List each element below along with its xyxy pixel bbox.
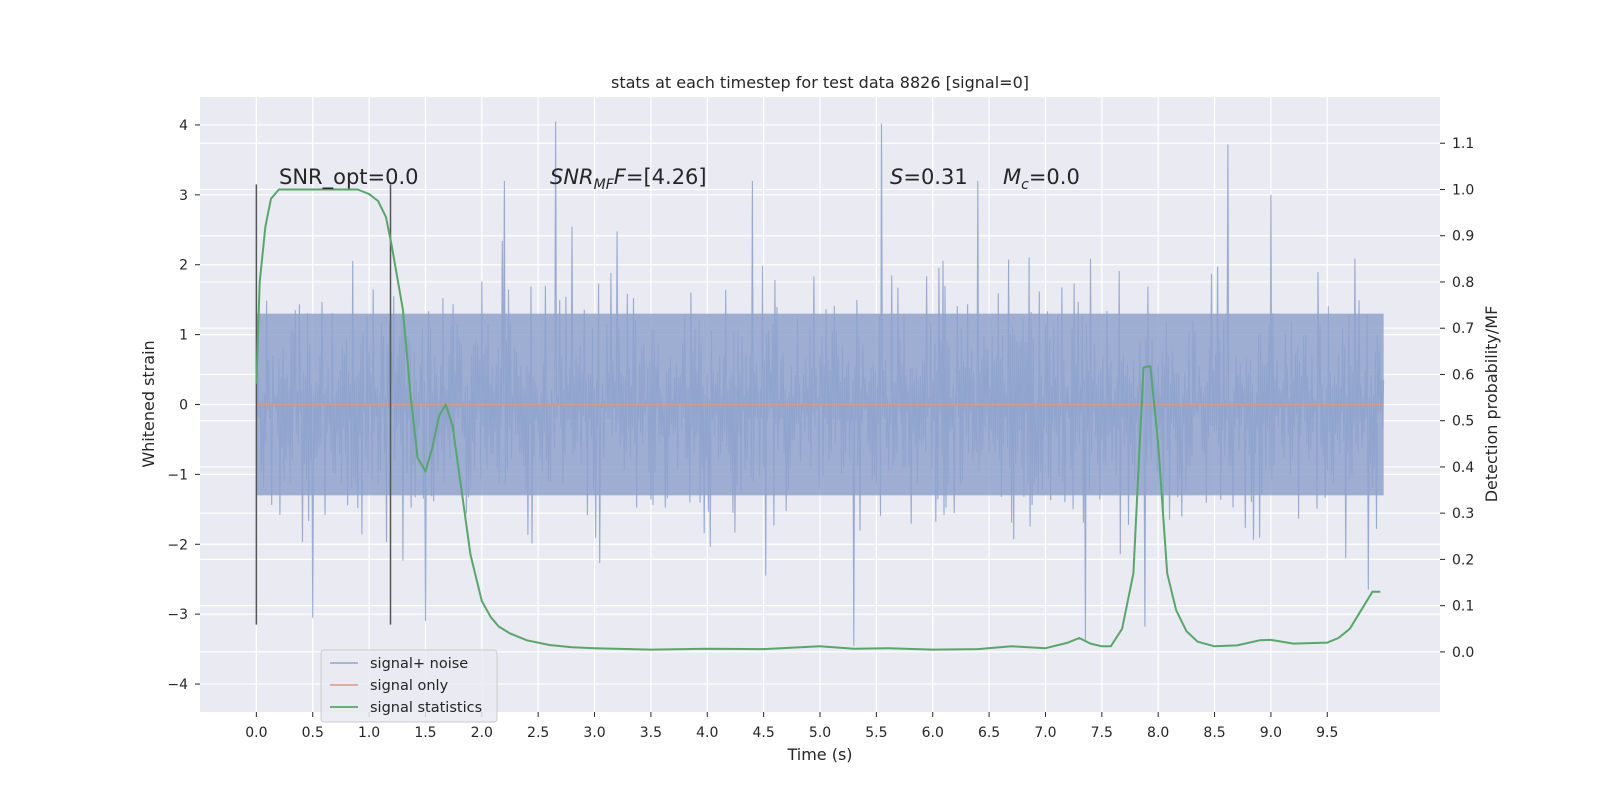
annotation-mc: Mc=0.0 — [1003, 165, 1080, 193]
x-tick-label: 4.0 — [696, 725, 718, 741]
signal-statistics-line — [255, 188, 1381, 651]
x-tick-label: 5.0 — [809, 725, 831, 741]
x-tick-label: 9.0 — [1260, 725, 1282, 741]
y2-tick-label: 1.1 — [1452, 136, 1474, 152]
y2-tick-label: 0.8 — [1452, 275, 1474, 291]
legend-label-signal-statistics: signal statistics — [370, 700, 482, 716]
y2-tick-label: 0.1 — [1452, 599, 1474, 615]
chart-title: stats at each timestep for test data 882… — [611, 73, 1029, 92]
x-tick-label: 7.0 — [1034, 725, 1056, 741]
y2-axis-ticks: 1.1 1.0 0.9 0.8 0.7 0.6 0.5 0.4 0.3 0.2 0.1 0.0 — [1440, 136, 1474, 661]
annotations: SNR_opt=0.0 SNRMFF=[4.26] S=0.31 Mc=0.0 — [279, 165, 1080, 193]
y-tick-label: −4 — [167, 677, 188, 693]
x-axis-label: Time (s) — [786, 745, 852, 764]
x-tick-label: 2.5 — [527, 725, 549, 741]
y2-tick-label: 0.6 — [1452, 367, 1474, 383]
y-tick-label: 4 — [179, 118, 188, 134]
y2-tick-label: 0.3 — [1452, 506, 1474, 522]
y2-tick-label: 0.5 — [1452, 414, 1474, 430]
y2-tick-label: 0.7 — [1452, 321, 1474, 337]
y-tick-label: −1 — [167, 467, 188, 483]
y2-axis-label: Detection probability/MF — [1482, 306, 1501, 503]
y-axis-ticks: 4 3 2 1 0 −1 −2 −3 −4 — [167, 118, 200, 693]
annotation-s: S=0.31 — [890, 165, 968, 189]
series-signal-statistics — [255, 188, 1381, 651]
legend-box — [320, 649, 498, 723]
y2-tick-label: 1.0 — [1452, 182, 1474, 198]
x-tick-label: 6.5 — [978, 725, 1000, 741]
x-tick-label: 3.5 — [640, 725, 662, 741]
y2-tick-label: 0.9 — [1452, 229, 1474, 245]
y2-tick-label: 0.0 — [1452, 645, 1474, 661]
y-axis-label: Whitened strain — [139, 340, 158, 467]
annotation-snr-mf: SNRMFF=[4.26] — [550, 165, 707, 193]
x-tick-label: 4.5 — [753, 725, 775, 741]
annotation-snr-opt: SNR_opt=0.0 — [279, 165, 419, 190]
legend-label-signal-plus-noise: signal+ noise — [370, 656, 468, 672]
x-tick-label: 1.5 — [414, 725, 436, 741]
y2-tick-label: 0.2 — [1452, 552, 1474, 568]
x-tick-label: 6.0 — [922, 725, 944, 741]
legend-label-signal-only: signal only — [370, 678, 449, 694]
x-tick-label: 0.0 — [245, 725, 267, 741]
x-tick-label: 5.5 — [865, 725, 887, 741]
x-tick-label: 0.5 — [302, 725, 324, 741]
x-tick-label: 7.5 — [1091, 725, 1113, 741]
vertical-markers — [255, 184, 392, 625]
legend: signal+ noise signal only signal statist… — [320, 649, 498, 723]
x-tick-label: 8.5 — [1203, 725, 1225, 741]
x-tick-label: 8.0 — [1147, 725, 1169, 741]
y2-tick-label: 0.4 — [1452, 460, 1474, 476]
y-tick-label: 1 — [179, 328, 188, 344]
x-tick-label: 9.5 — [1316, 725, 1338, 741]
x-tick-label: 3.0 — [583, 725, 605, 741]
x-tick-label: 2.0 — [471, 725, 493, 741]
y-tick-label: 3 — [179, 188, 188, 204]
y-tick-label: −2 — [167, 537, 188, 553]
y-tick-label: −3 — [167, 607, 188, 623]
x-tick-label: 1.0 — [358, 725, 380, 741]
x-axis-ticks: 0.0 0.5 1.0 1.5 2.0 2.5 3.0 3.5 4.0 4.5 5.0 5.5 6.0 6… — [245, 712, 1338, 741]
y-tick-label: 0 — [179, 398, 188, 414]
y-tick-label: 2 — [179, 258, 188, 274]
